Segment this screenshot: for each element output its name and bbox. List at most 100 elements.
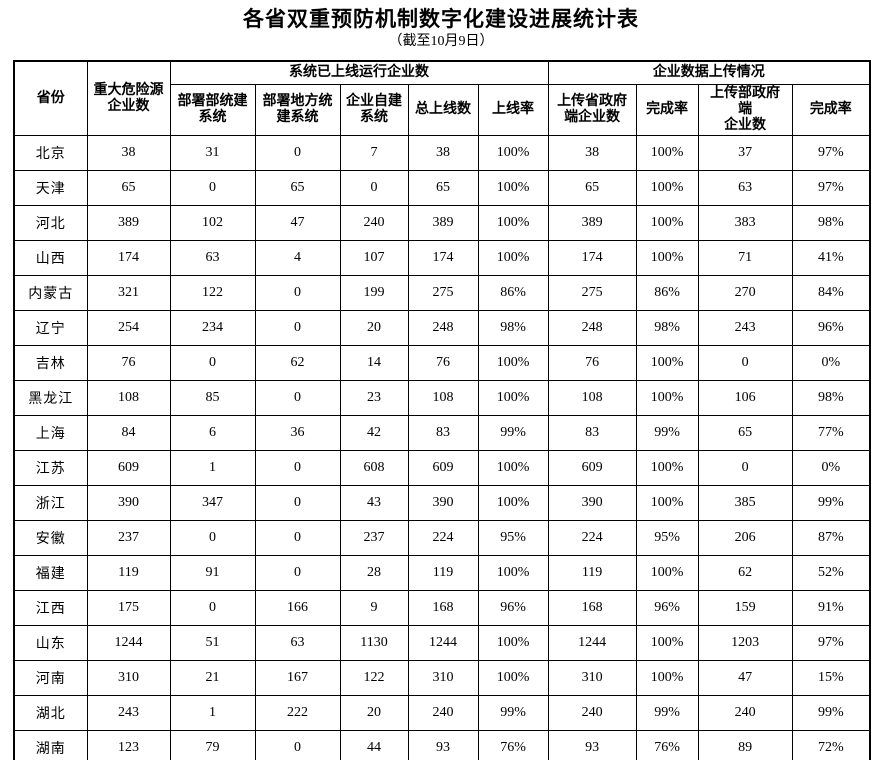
value-cell: 270 xyxy=(697,275,793,311)
table-header: 省份 重大危险源 企业数 系统已上线运行企业数 企业数据上传情况 部署部统建 系… xyxy=(13,60,871,136)
value-cell: 108 xyxy=(86,380,171,416)
table-row: 黑龙江 108 85 0 23 108 100% 108 100% 106 98% xyxy=(13,380,871,416)
value-cell: 100% xyxy=(477,135,549,171)
value-cell: 77% xyxy=(791,415,871,451)
value-cell: 97% xyxy=(791,135,871,171)
value-cell: 100% xyxy=(635,345,699,381)
table-row: 河南 310 21 167 122 310 100% 310 100% 47 15% xyxy=(13,660,871,696)
table-row: 浙江 390 347 0 43 390 100% 390 100% 385 99% xyxy=(13,485,871,521)
value-cell: 390 xyxy=(407,485,479,521)
province-cell: 福建 xyxy=(13,555,88,591)
value-cell: 237 xyxy=(86,520,171,556)
value-cell: 62 xyxy=(254,345,341,381)
value-cell: 174 xyxy=(407,240,479,276)
value-cell: 108 xyxy=(407,380,479,416)
value-cell: 43 xyxy=(339,485,409,521)
statistics-table: 省份 重大危险源 企业数 系统已上线运行企业数 企业数据上传情况 部署部统建 系… xyxy=(13,60,872,760)
province-cell: 北京 xyxy=(13,135,88,171)
value-cell: 65 xyxy=(254,170,341,206)
value-cell: 100% xyxy=(635,485,699,521)
value-cell: 100% xyxy=(477,170,549,206)
value-cell: 99% xyxy=(477,695,549,731)
value-cell: 63 xyxy=(254,625,341,661)
value-cell: 31 xyxy=(169,135,256,171)
value-cell: 1244 xyxy=(547,625,637,661)
province-cell: 江苏 xyxy=(13,450,88,486)
value-cell: 6 xyxy=(169,415,256,451)
value-cell: 100% xyxy=(477,380,549,416)
province-cell: 湖南 xyxy=(13,730,88,760)
value-cell: 390 xyxy=(86,485,171,521)
col-header-online-rate: 上线率 xyxy=(477,84,549,136)
table-row: 湖南 123 79 0 44 93 76% 93 76% 89 72% xyxy=(13,730,871,760)
value-cell: 167 xyxy=(254,660,341,696)
value-cell: 96% xyxy=(635,590,699,626)
province-cell: 安徽 xyxy=(13,520,88,556)
value-cell: 174 xyxy=(86,240,171,276)
value-cell: 99% xyxy=(635,415,699,451)
value-cell: 119 xyxy=(547,555,637,591)
value-cell: 0 xyxy=(254,555,341,591)
table-row: 内蒙古 321 122 0 199 275 86% 275 86% 270 84% xyxy=(13,275,871,311)
value-cell: 199 xyxy=(339,275,409,311)
value-cell: 100% xyxy=(635,205,699,241)
value-cell: 0% xyxy=(791,450,871,486)
value-cell: 159 xyxy=(697,590,793,626)
province-cell: 辽宁 xyxy=(13,310,88,346)
col-header-ministry-completion-rate: 完成率 xyxy=(791,84,871,136)
value-cell: 168 xyxy=(547,590,637,626)
value-cell: 0 xyxy=(169,590,256,626)
value-cell: 76 xyxy=(407,345,479,381)
table-row: 福建 119 91 0 28 119 100% 119 100% 62 52% xyxy=(13,555,871,591)
value-cell: 122 xyxy=(339,660,409,696)
value-cell: 0 xyxy=(254,450,341,486)
value-cell: 79 xyxy=(169,730,256,760)
value-cell: 99% xyxy=(791,695,871,731)
value-cell: 65 xyxy=(547,170,637,206)
col-header-total-online: 总上线数 xyxy=(407,84,479,136)
value-cell: 389 xyxy=(86,205,171,241)
value-cell: 0 xyxy=(254,135,341,171)
value-cell: 174 xyxy=(547,240,637,276)
value-cell: 166 xyxy=(254,590,341,626)
value-cell: 123 xyxy=(86,730,171,760)
province-cell: 湖北 xyxy=(13,695,88,731)
value-cell: 100% xyxy=(477,345,549,381)
col-header-ministry-upload-count: 上传部政府端 企业数 xyxy=(697,84,793,136)
value-cell: 100% xyxy=(635,380,699,416)
col-group-online-enterprises: 系统已上线运行企业数 xyxy=(169,60,549,85)
value-cell: 122 xyxy=(169,275,256,311)
table-row: 江西 175 0 166 9 168 96% 168 96% 159 91% xyxy=(13,590,871,626)
value-cell: 100% xyxy=(477,555,549,591)
value-cell: 0 xyxy=(169,520,256,556)
value-cell: 1244 xyxy=(407,625,479,661)
value-cell: 609 xyxy=(407,450,479,486)
value-cell: 37 xyxy=(697,135,793,171)
value-cell: 97% xyxy=(791,170,871,206)
value-cell: 9 xyxy=(339,590,409,626)
province-cell: 河北 xyxy=(13,205,88,241)
value-cell: 76% xyxy=(477,730,549,760)
table-row: 吉林 76 0 62 14 76 100% 76 100% 0 0% xyxy=(13,345,871,381)
value-cell: 99% xyxy=(791,485,871,521)
value-cell: 321 xyxy=(86,275,171,311)
value-cell: 41% xyxy=(791,240,871,276)
province-cell: 河南 xyxy=(13,660,88,696)
value-cell: 107 xyxy=(339,240,409,276)
table-row: 河北 389 102 47 240 389 100% 389 100% 383 98% xyxy=(13,205,871,241)
table-row: 山东 1244 51 63 1130 1244 100% 1244 100% 1203 97% xyxy=(13,625,871,661)
value-cell: 100% xyxy=(635,240,699,276)
value-cell: 98% xyxy=(635,310,699,346)
col-header-major-hazard-count: 重大危险源 企业数 xyxy=(86,60,171,136)
value-cell: 100% xyxy=(635,450,699,486)
value-cell: 100% xyxy=(635,660,699,696)
value-cell: 240 xyxy=(547,695,637,731)
province-cell: 浙江 xyxy=(13,485,88,521)
value-cell: 38 xyxy=(86,135,171,171)
value-cell: 86% xyxy=(477,275,549,311)
value-cell: 240 xyxy=(339,205,409,241)
value-cell: 47 xyxy=(254,205,341,241)
value-cell: 95% xyxy=(477,520,549,556)
value-cell: 0 xyxy=(254,275,341,311)
value-cell: 38 xyxy=(547,135,637,171)
